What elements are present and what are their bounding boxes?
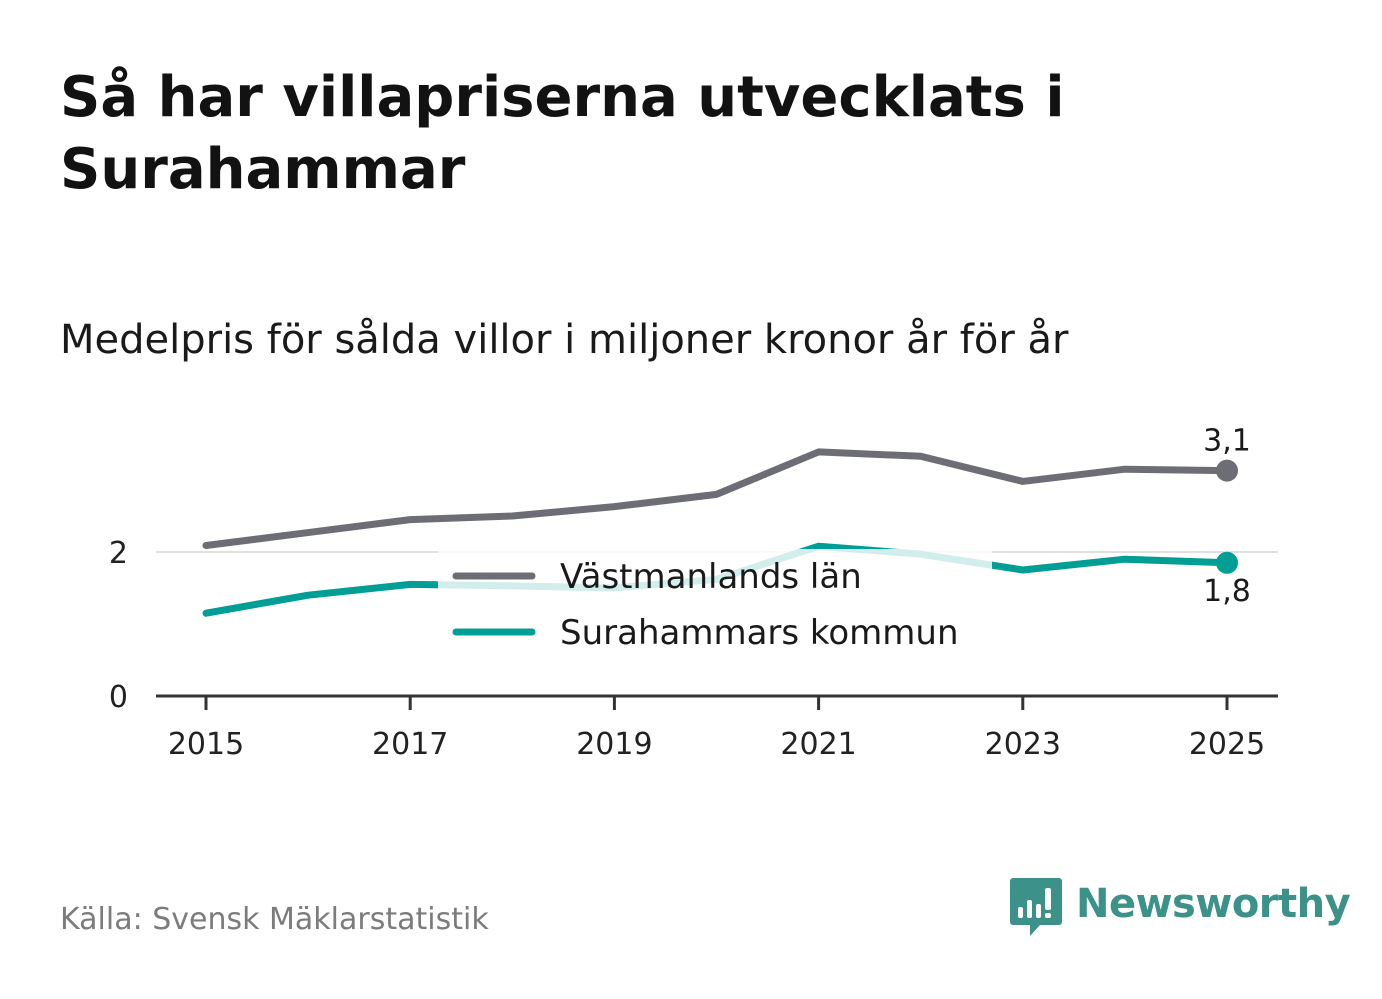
series-line-vastmanland	[202, 448, 1231, 550]
legend-backdrop	[438, 549, 992, 665]
x-tick-label-2023: 2023	[985, 727, 1061, 762]
end-point-surahammar	[1216, 551, 1238, 574]
x-tick-label-2019: 2019	[576, 727, 652, 762]
x-tick-label-2015: 2015	[168, 727, 244, 762]
x-tick-label-2021: 2021	[780, 727, 856, 762]
end-label-surahammar: 1,8	[1203, 574, 1251, 609]
end-point-vastmanland	[1216, 459, 1238, 482]
x-tick-label-2017: 2017	[372, 727, 448, 762]
newsworthy-logo-icon	[1010, 878, 1062, 936]
source-note: Källa: Svensk Mäklarstatistik	[60, 902, 489, 937]
legend-label-surahammar: Surahammars kommun	[560, 613, 959, 653]
x-tick-label-2025: 2025	[1189, 727, 1265, 762]
end-label-vastmanland: 3,1	[1203, 424, 1251, 459]
chart-subtitle: Medelpris för sålda villor i miljoner kr…	[60, 317, 1069, 363]
y-tick-label-2: 2	[109, 536, 128, 571]
brand-name: Newsworthy	[1076, 881, 1351, 927]
y-tick-label-0: 0	[109, 680, 128, 715]
chart-title: Så har villapriserna utvecklats i Suraha…	[60, 65, 1065, 202]
brand-logo-group: Newsworthy	[1010, 878, 1351, 942]
legend-label-vastmanland: Västmanlands län	[560, 557, 862, 597]
